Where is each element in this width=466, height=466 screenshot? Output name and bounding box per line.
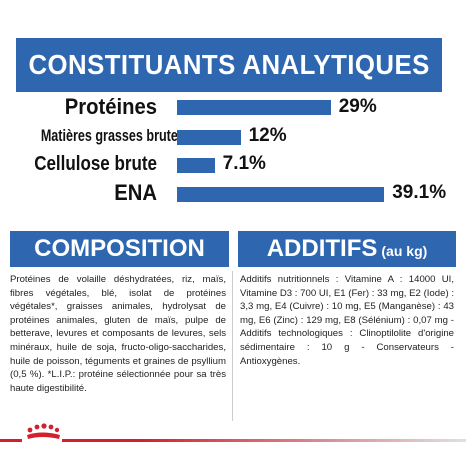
nutrient-bar-ena	[177, 187, 385, 202]
nutrient-label-proteines: Protéines	[64, 94, 157, 119]
nutrient-value-cellulose: 7.1%	[222, 153, 266, 174]
additifs-text: Additifs nutritionnels : Vitamine A : 14…	[240, 274, 454, 367]
nutrient-label-cellulose: Cellulose brute	[34, 153, 157, 175]
analytical-header: CONSTITUANTS ANALYTIQUES	[16, 38, 442, 92]
additifs-title-text: ADDITIFS	[266, 235, 378, 262]
nutrient-bar-matieres-grasses	[177, 130, 241, 145]
nutrient-label-matieres-grasses: Matières grasses brutes	[40, 126, 185, 145]
additifs-unit: (au kg)	[381, 243, 428, 259]
crown-icon	[22, 421, 62, 443]
nutrient-bar-cellulose	[177, 158, 215, 173]
additifs-title: ADDITIFS (au kg)	[267, 235, 428, 263]
nutrient-value-ena: 39.1%	[392, 182, 447, 203]
nutrient-label-ena: ENA	[114, 180, 157, 205]
composition-text: Protéines de volaille déshydratées, riz,…	[10, 274, 226, 394]
nutrient-value-matieres-grasses: 12%	[248, 125, 287, 146]
column-divider	[232, 271, 233, 421]
nutrient-bar-proteines	[177, 100, 331, 115]
composition-header: COMPOSITION	[10, 231, 229, 267]
nutrient-value-proteines: 29%	[338, 96, 377, 117]
analytical-title: CONSTITUANTS ANALYTIQUES	[28, 49, 430, 80]
composition-title: COMPOSITION	[34, 235, 205, 262]
brand-line	[0, 439, 466, 442]
additifs-header: ADDITIFS (au kg)	[238, 231, 456, 267]
